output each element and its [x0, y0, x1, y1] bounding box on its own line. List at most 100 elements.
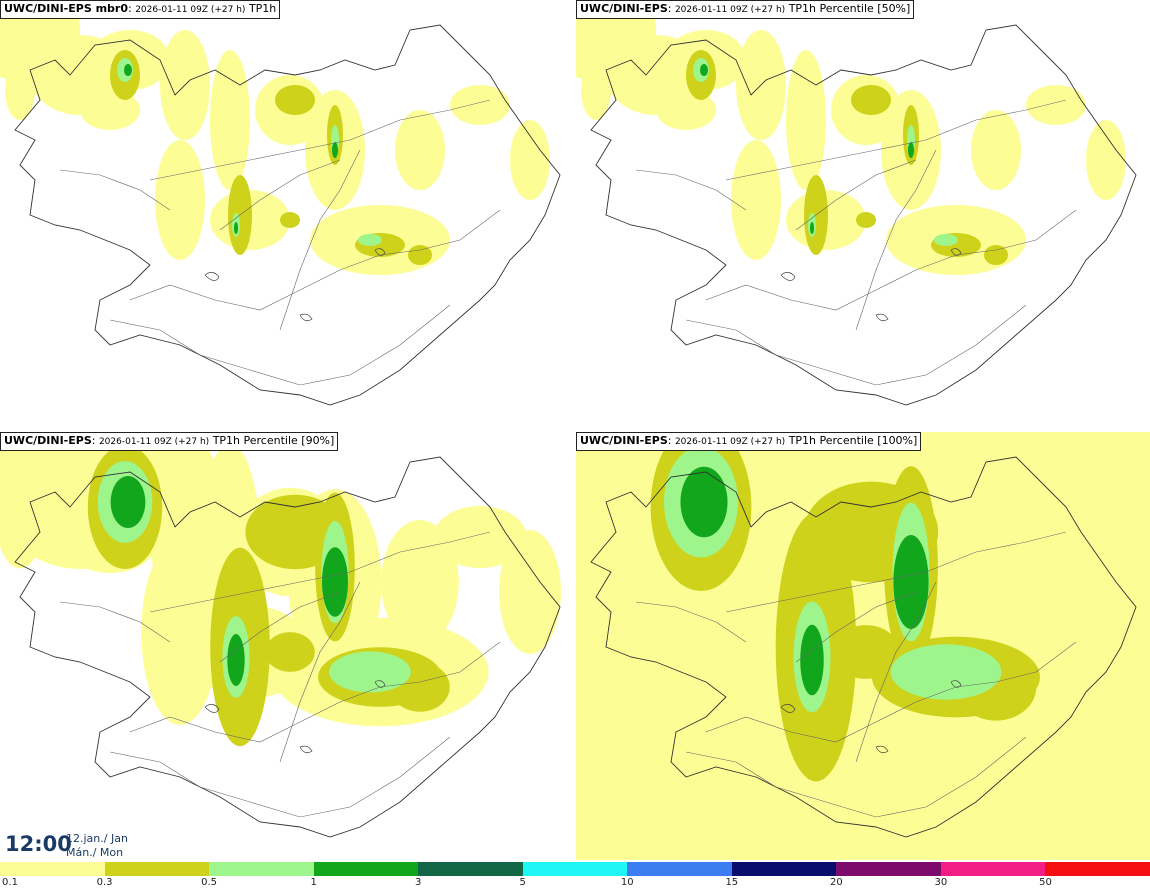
precip-area — [971, 110, 1021, 190]
coastline — [590, 24, 1137, 406]
road-line — [59, 601, 171, 643]
precip-field — [0, 432, 561, 747]
precip-field — [576, 0, 1126, 275]
road-line — [855, 581, 937, 763]
precip-map — [0, 0, 561, 406]
road-line — [795, 159, 917, 231]
precip-map — [576, 0, 1137, 406]
colorbar-swatch — [836, 862, 941, 876]
colorbar-label: 0.3 — [96, 877, 113, 888]
lake-outline — [780, 704, 796, 713]
precip-area — [581, 60, 611, 120]
precip-area — [832, 625, 900, 679]
road-line — [279, 581, 361, 763]
panel-divider — [0, 430, 1150, 432]
road-line — [635, 169, 747, 211]
road-line — [59, 169, 171, 211]
precip-area — [856, 212, 876, 228]
precip-area — [321, 547, 349, 617]
precip-map — [576, 432, 1150, 860]
colorbar-label: 10 — [620, 877, 634, 888]
precip-map — [0, 432, 561, 838]
colorbar-label: 20 — [829, 877, 843, 888]
panel-title: UWC/DINI-EPS: 2026-01-11 09Z (+27 h) TP1… — [0, 432, 339, 451]
precip-area — [1026, 85, 1086, 125]
precip-area — [358, 234, 382, 246]
precip-area — [110, 475, 146, 529]
precip-area — [893, 534, 929, 630]
precip-area — [800, 624, 824, 696]
coastline — [14, 456, 561, 838]
lake-outline — [204, 272, 220, 281]
lake-outline — [374, 248, 386, 256]
precip-area — [155, 140, 205, 260]
colorbar-swatch — [522, 862, 628, 876]
map-panel-p100: UWC/DINI-EPS: 2026-01-11 09Z (+27 h) TP1… — [576, 432, 1150, 860]
lake-outline — [875, 745, 889, 754]
lake-outline — [374, 680, 386, 688]
valid-date: 12.jan./ Jan — [66, 832, 128, 845]
precip-area — [332, 142, 338, 158]
precip-area — [395, 110, 445, 190]
precip-area — [984, 245, 1008, 265]
road-line — [129, 209, 501, 311]
colorbar-label: 1 — [310, 877, 317, 888]
precip-area — [433, 506, 527, 568]
road-line — [725, 531, 1067, 613]
precip-area — [234, 222, 238, 234]
road-line — [685, 304, 1027, 386]
road-line — [705, 209, 1077, 311]
colorbar-swatch — [1045, 862, 1150, 876]
precip-area — [0, 475, 44, 569]
colorbar-swatch — [940, 862, 1046, 876]
road-line — [795, 591, 917, 663]
road-line — [219, 159, 341, 231]
road-line — [635, 601, 747, 643]
lake-outline — [950, 248, 962, 256]
colorbar-label: 5 — [519, 877, 526, 888]
colorbar-swatch — [104, 862, 210, 876]
colorbar-label: 15 — [725, 877, 739, 888]
precip-field — [576, 432, 1150, 860]
colorbar-label: 0.5 — [201, 877, 218, 888]
precip-area — [408, 245, 432, 265]
lake-outline — [299, 745, 313, 754]
precip-area — [5, 60, 35, 120]
precip-area — [329, 651, 411, 693]
precip-area — [265, 632, 315, 672]
precip-area — [1086, 120, 1126, 200]
colorbar-label: 30 — [934, 877, 948, 888]
precip-area — [890, 644, 1002, 700]
road-line — [219, 591, 341, 663]
lake-outline — [204, 704, 220, 713]
precip-area — [124, 64, 132, 76]
precip-area — [993, 495, 1119, 579]
lake-outline — [875, 313, 889, 322]
precip-area — [576, 459, 628, 585]
valid-time-box: 12:00 12.jan./ Jan Mán./ Mon — [0, 826, 140, 862]
panel-title: UWC/DINI-EPS: 2026-01-11 09Z (+27 h) TP1… — [576, 432, 922, 451]
precip-area — [141, 539, 219, 725]
road-line — [685, 736, 1027, 818]
colorbar-label: 3 — [414, 877, 422, 888]
precip-area — [227, 633, 245, 687]
precip-area — [680, 466, 728, 538]
road-line — [725, 99, 1067, 181]
colorbar-swatch — [209, 862, 314, 876]
road-line — [855, 149, 937, 331]
precip-area — [851, 85, 891, 115]
precip-field — [0, 0, 550, 275]
road-line — [149, 99, 491, 181]
colorbar-label: 0.1 — [2, 877, 18, 888]
colorbar-swatch — [627, 862, 732, 876]
panel-title: UWC/DINI-EPS mbr0: 2026-01-11 09Z (+27 h… — [0, 0, 281, 19]
colorbar-swatch — [313, 862, 419, 876]
road-line — [109, 304, 451, 386]
road-line — [705, 641, 1077, 743]
precip-area — [280, 212, 300, 228]
colorbar-swatch — [418, 862, 523, 876]
colorbar-label: 50 — [1039, 877, 1052, 888]
lake-outline — [299, 313, 313, 322]
valid-time: 12:00 — [5, 832, 72, 856]
panel-title: UWC/DINI-EPS: 2026-01-11 09Z (+27 h) TP1… — [576, 0, 915, 19]
